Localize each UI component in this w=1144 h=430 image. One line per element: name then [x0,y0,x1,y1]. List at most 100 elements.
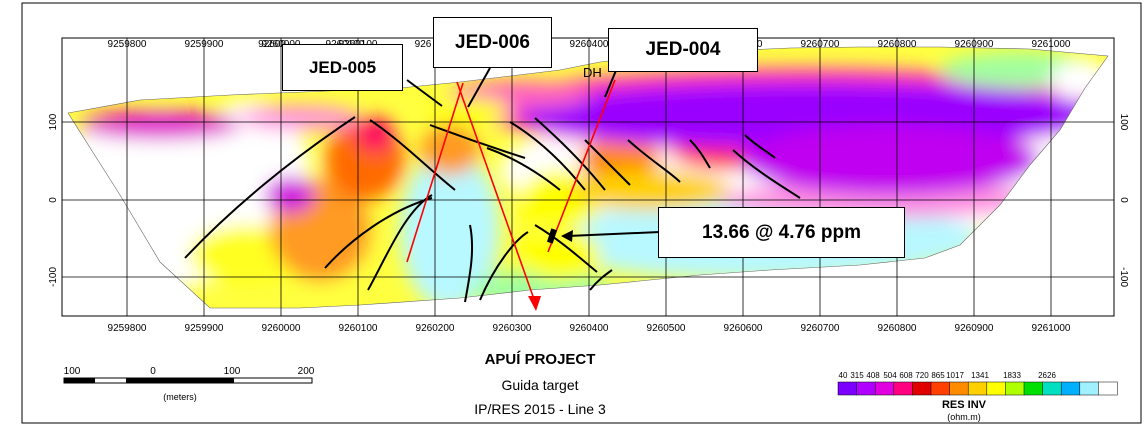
target-name: Guida target [501,377,579,393]
y-tick-right: 0 [1118,197,1129,203]
legend-swatch [930,381,951,396]
legend-swatch [1005,381,1025,396]
scale-unit: (meters) [163,392,197,402]
legend-swatch [967,381,988,396]
top-tick-label: 9261000 [1032,39,1071,50]
y-tick-right: -100 [1118,267,1129,287]
x-tick-label: 9260000 [262,323,301,334]
x-tick-label: 9260100 [339,323,378,334]
x-tick-label: 9260600 [724,323,763,334]
legend-swatch [1023,381,1044,396]
contact-line [464,224,474,303]
intercept-marker [546,228,558,244]
contact-line [429,124,526,159]
legend-value: 40 [839,371,848,380]
right-axis: 100 0 -100 [1118,114,1129,288]
survey-name: IP/RES 2015 - Line 3 [474,401,606,417]
legend-title: RES INV [942,399,987,411]
legend-value: 408 [866,371,880,380]
project-title: APUÍ PROJECT [484,351,596,368]
scale-tick: 100 [224,366,241,377]
leader-lines [406,67,661,237]
x-tick-label: 9260900 [955,323,994,334]
legend-value: 1833 [1003,371,1021,380]
contact-line [589,269,613,291]
section-frame [61,37,1115,317]
drillhole-jed-006 [456,81,536,303]
x-tick-label: 9260800 [878,323,917,334]
contact-line [184,116,356,259]
y-tick-left: 100 [48,113,59,130]
section-outline [67,46,1109,309]
dh-label: DH [583,65,602,80]
legend-value: 608 [899,371,913,380]
callout-jed-006: JED-006 [433,17,552,68]
contact-line [627,139,681,183]
legend-swatch [912,381,932,396]
top-tick-fragment: 926 [415,39,432,50]
contact-line [479,231,529,301]
intercept-arrowhead [561,230,573,242]
top-tick-label: 9260000 [262,39,301,50]
legend-unit: (ohm.m) [947,412,981,422]
leader-jed-005 [406,79,443,107]
legend-value: 504 [883,371,897,380]
contact-line [534,117,606,191]
figure-frame [21,2,1142,424]
y-tick-left: 0 [48,197,59,203]
contact-line [689,139,711,169]
top-tick-label: 9260700 [801,39,840,50]
callout-intercept: 13.66 @ 4.76 ppm [658,207,905,258]
legend-swatch [1079,381,1099,396]
x-tick-label: 9260400 [570,323,609,334]
callout-jed-005: JED-005 [282,44,403,91]
x-tick-label: 9261000 [1032,323,1071,334]
legend-value: 720 [915,371,929,380]
grid-lines [62,38,1114,316]
legend-value: 315 [850,371,864,380]
scale-tick: 100 [64,366,81,377]
top-tick-label: 9260900 [955,39,994,50]
top-tick-label: 9259900 [185,39,224,50]
legend-swatch [949,381,969,396]
top-tick-label: 9260400 [570,39,609,50]
legend-swatch [1060,381,1081,396]
legend-swatch [1042,381,1062,396]
legend-swatch [893,381,913,396]
resistivity-fill [68,47,1108,308]
legend-swatch [874,381,895,396]
legend-swatch [986,381,1006,396]
callout-jed-004: JED-004 [608,28,758,72]
leader-jed-004 [604,67,618,98]
scale-tick: 200 [298,366,315,377]
legend-value: 1017 [946,371,964,380]
interpreted-contacts [184,116,801,303]
leader-jed-006 [467,67,491,108]
arrowhead-jed-006 [528,296,541,311]
contact-line [534,224,598,273]
top-tick-label: 9260800 [878,39,917,50]
x-tick-label: 9259800 [108,323,147,334]
x-tick-label: 9260300 [493,323,532,334]
contact-line [486,147,561,191]
x-tick-label: 9260500 [647,323,686,334]
scale-tick: 0 [150,366,156,377]
legend-value: 1341 [971,371,989,380]
drillhole-jed-004 [547,79,616,253]
drillhole-jed-005 [406,82,464,263]
legend-swatch [1098,381,1118,396]
contact-line [744,134,776,159]
x-tick-label: 9259900 [185,323,224,334]
legend-value: 2626 [1038,371,1056,380]
scale-bar: 100 0 100 200 (meters) [63,366,315,402]
res-legend: 40 315 408 504 608 720 865 1017 1341 1833 2626 RES… [837,371,1118,422]
contact-line [369,119,456,191]
left-axis: 100 0 -100 [48,113,59,287]
contact-line [367,194,433,291]
contact-line [324,197,433,269]
x-tick-label: 9260200 [416,323,455,334]
contact-line [509,121,586,191]
legend-swatch [837,381,858,396]
legend-swatch [856,381,876,396]
